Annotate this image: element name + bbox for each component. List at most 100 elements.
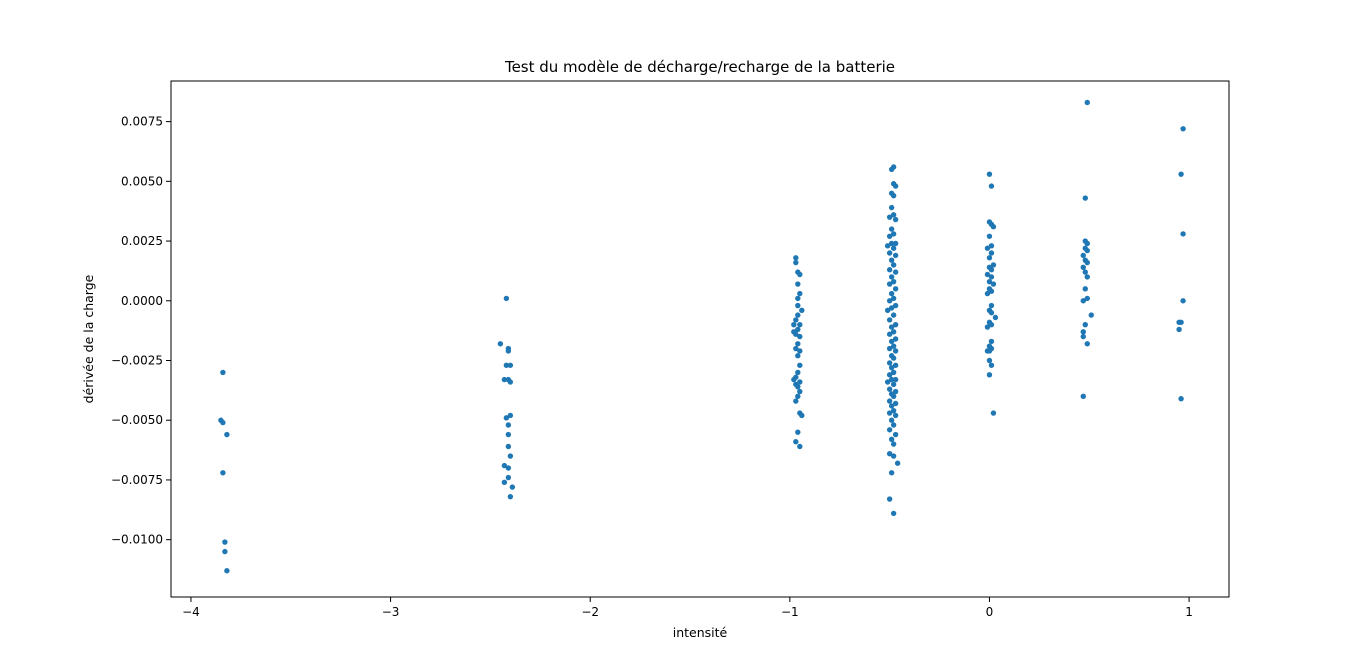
x-tick-label: 0 (986, 605, 994, 619)
data-point (1180, 298, 1186, 304)
data-point (888, 436, 895, 443)
data-point (886, 331, 893, 337)
data-point (795, 393, 801, 400)
data-point (888, 470, 895, 476)
data-point (892, 302, 899, 309)
data-point (986, 278, 993, 285)
data-point (984, 290, 991, 297)
data-point (886, 233, 893, 239)
data-point (224, 431, 230, 438)
data-point (888, 417, 895, 423)
data-point (1084, 274, 1090, 280)
data-point (1080, 329, 1086, 335)
data-point (888, 240, 895, 247)
data-point (988, 321, 995, 328)
data-point (886, 386, 893, 392)
data-point (795, 312, 801, 318)
data-point (888, 376, 895, 383)
data-point (890, 453, 897, 459)
data-point (1178, 319, 1184, 325)
data-point (888, 364, 895, 371)
data-point (892, 286, 899, 292)
data-point (890, 369, 897, 376)
data-point (1084, 259, 1090, 266)
data-point (791, 329, 797, 335)
data-point (795, 281, 801, 287)
data-point (797, 271, 803, 278)
data-point (1176, 326, 1182, 333)
data-point (507, 493, 514, 500)
data-point (791, 321, 797, 328)
data-point (505, 431, 512, 438)
data-point (892, 376, 899, 383)
y-tick-label: −0.0025 (111, 354, 163, 368)
data-point (1080, 252, 1086, 259)
data-point (505, 348, 512, 354)
data-point (1082, 269, 1088, 275)
data-point (886, 317, 893, 323)
data-point (1080, 333, 1086, 340)
data-point (892, 362, 899, 368)
data-point (1180, 231, 1186, 237)
data-point (886, 298, 893, 304)
data-point (1088, 312, 1094, 318)
data-point (497, 341, 504, 347)
data-point (791, 376, 797, 383)
data-point (984, 324, 991, 330)
data-point (507, 412, 514, 419)
x-tick-label: 1 (1185, 605, 1193, 619)
data-point (888, 324, 895, 330)
data-point (222, 539, 228, 545)
y-axis: −0.0100 −0.0075 −0.0050 −0.0025 0.0000 0.0025… (111, 115, 171, 547)
y-tick-label: 0.0025 (121, 234, 163, 248)
data-point (224, 568, 230, 574)
data-point (797, 362, 803, 368)
data-point (890, 262, 897, 268)
data-point (1180, 126, 1186, 132)
data-point (988, 302, 995, 309)
data-point (890, 343, 897, 349)
data-point (507, 453, 514, 459)
data-point (894, 460, 901, 466)
data-point (795, 369, 801, 376)
data-point (793, 255, 799, 261)
x-tick-label: −2 (581, 605, 599, 619)
data-point (988, 288, 995, 294)
data-point (1084, 247, 1090, 254)
data-point (988, 267, 995, 273)
data-point (988, 183, 995, 189)
data-point (892, 388, 899, 395)
data-point (507, 379, 514, 385)
data-point (503, 415, 510, 421)
data-point (890, 312, 897, 318)
data-point (990, 224, 997, 230)
data-point (1084, 295, 1090, 302)
data-point (984, 271, 991, 278)
data-point (886, 372, 893, 378)
data-point (986, 255, 993, 261)
data-point (988, 362, 995, 368)
data-point (797, 388, 803, 395)
data-point (886, 281, 893, 287)
points-layer (218, 99, 1186, 574)
data-point (501, 479, 508, 486)
data-point (890, 212, 897, 218)
data-point (793, 381, 799, 388)
data-point (503, 295, 510, 302)
data-point (890, 231, 897, 237)
data-point (886, 450, 893, 457)
data-point (890, 355, 897, 361)
data-point (505, 474, 512, 481)
data-point (890, 441, 897, 447)
data-point (892, 240, 899, 247)
data-point (890, 510, 897, 517)
data-point (892, 216, 899, 223)
data-point (986, 348, 993, 354)
y-tick-label: 0.0075 (121, 115, 163, 129)
data-point (890, 329, 897, 335)
data-point (797, 333, 803, 340)
data-point (505, 443, 512, 450)
data-point (886, 214, 893, 220)
data-point (505, 465, 512, 471)
